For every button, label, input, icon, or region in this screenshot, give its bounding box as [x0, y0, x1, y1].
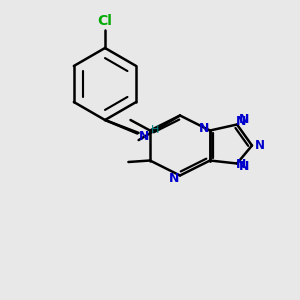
Text: N: N — [238, 113, 249, 127]
Text: N: N — [236, 158, 247, 172]
Text: N: N — [139, 130, 149, 143]
Text: H: H — [151, 125, 160, 135]
Text: N: N — [254, 139, 265, 152]
Text: Cl: Cl — [98, 14, 112, 28]
Text: N: N — [199, 122, 209, 136]
Text: N: N — [238, 160, 249, 173]
Text: N: N — [236, 115, 247, 128]
Text: N: N — [169, 172, 179, 185]
